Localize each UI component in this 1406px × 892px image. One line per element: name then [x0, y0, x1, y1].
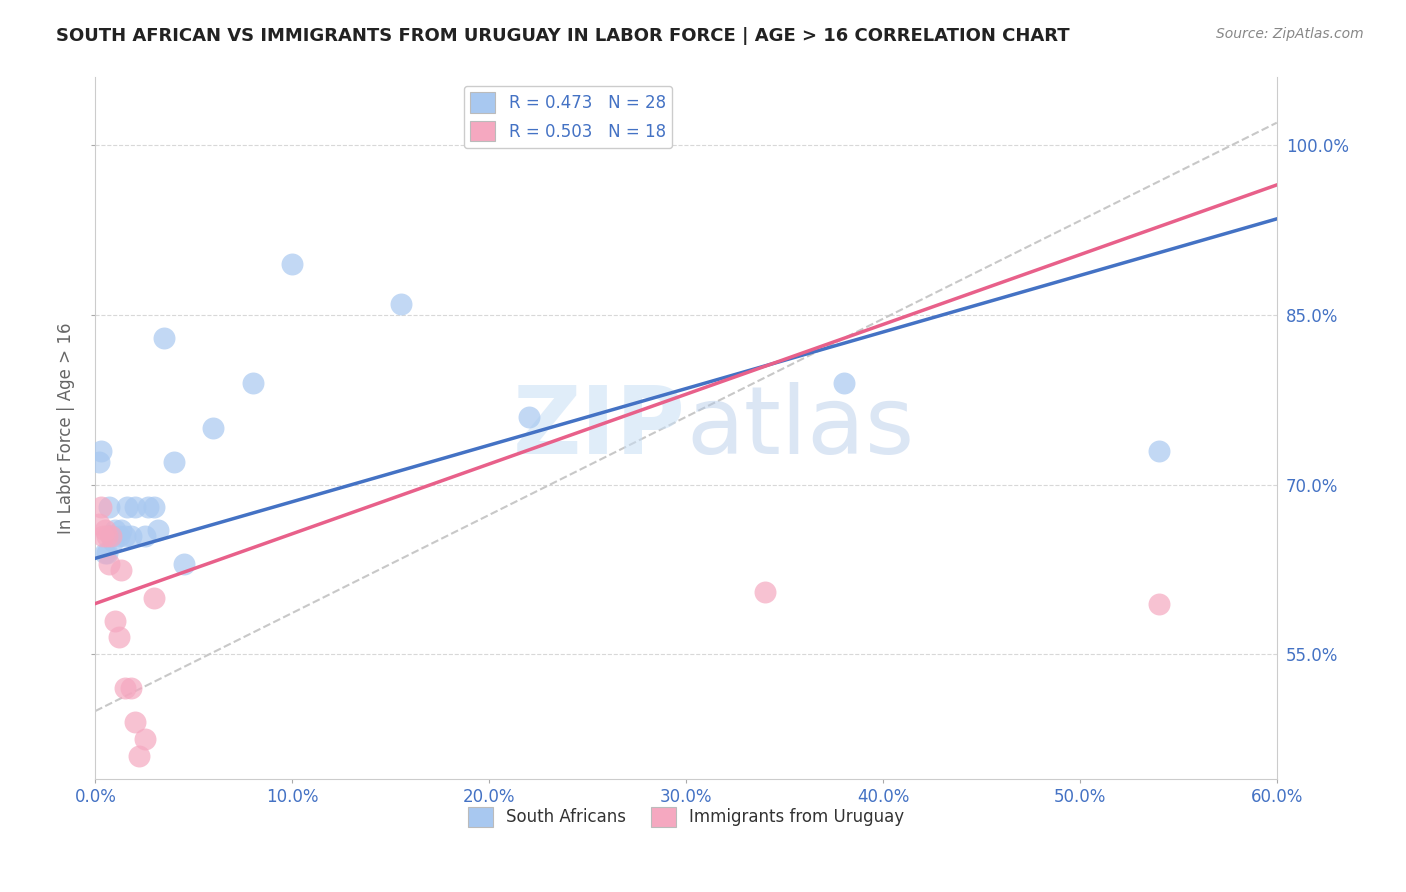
Point: [138, 500, 160, 515]
Point: [832, 376, 855, 390]
Point: [98, 500, 121, 515]
Point: [134, 529, 156, 543]
Point: [153, 331, 176, 345]
Point: [108, 631, 131, 645]
Point: [96, 529, 118, 543]
Point: [1147, 443, 1170, 458]
Point: [389, 296, 412, 310]
Point: [114, 529, 136, 543]
Point: [124, 715, 146, 730]
Point: [173, 557, 195, 571]
Point: [281, 257, 304, 271]
Point: [91, 529, 114, 543]
Point: [90, 443, 112, 458]
Point: [101, 534, 124, 549]
Point: [202, 421, 225, 435]
Point: [100, 529, 122, 543]
Point: [124, 500, 146, 515]
Point: [120, 529, 142, 543]
Point: [754, 585, 776, 599]
Text: atlas: atlas: [686, 382, 914, 475]
Point: [104, 523, 127, 537]
Y-axis label: In Labor Force | Age > 16: In Labor Force | Age > 16: [58, 322, 75, 534]
Point: [94, 523, 117, 537]
Point: [517, 409, 540, 424]
Point: [143, 500, 166, 515]
Point: [143, 591, 166, 605]
Point: [94, 546, 117, 560]
Point: [163, 455, 186, 469]
Point: [114, 681, 136, 696]
Point: [110, 563, 132, 577]
Point: [104, 614, 127, 628]
Point: [100, 529, 122, 543]
Text: Source: ZipAtlas.com: Source: ZipAtlas.com: [1216, 27, 1364, 41]
Text: ZIP: ZIP: [513, 382, 686, 475]
Point: [148, 523, 170, 537]
Point: [242, 376, 264, 390]
Point: [128, 749, 150, 764]
Point: [96, 546, 118, 560]
Point: [120, 681, 142, 696]
Point: [115, 500, 138, 515]
Point: [89, 517, 111, 532]
Text: SOUTH AFRICAN VS IMMIGRANTS FROM URUGUAY IN LABOR FORCE | AGE > 16 CORRELATION C: SOUTH AFRICAN VS IMMIGRANTS FROM URUGUAY…: [56, 27, 1070, 45]
Point: [89, 455, 111, 469]
Point: [110, 523, 132, 537]
Point: [90, 500, 112, 515]
Point: [134, 732, 156, 747]
Point: [98, 557, 121, 571]
Point: [108, 529, 131, 543]
Legend: South Africans, Immigrants from Uruguay: South Africans, Immigrants from Uruguay: [461, 800, 911, 834]
Point: [1147, 597, 1170, 611]
